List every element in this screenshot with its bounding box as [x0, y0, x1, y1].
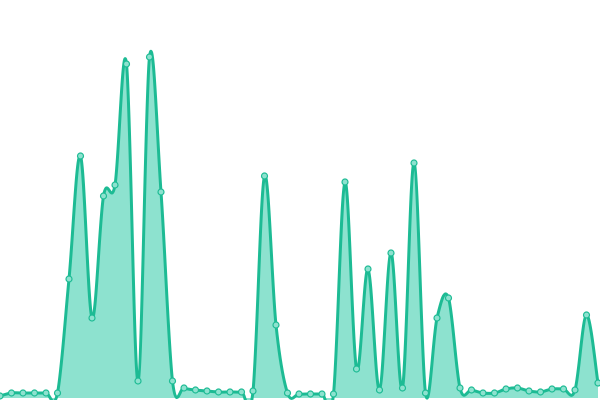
data-point	[168, 377, 177, 385]
data-point	[180, 384, 188, 392]
area-fill	[0, 51, 598, 400]
data-point	[582, 311, 591, 319]
data-point	[283, 389, 292, 397]
data-point	[559, 385, 568, 393]
data-point	[42, 389, 50, 397]
data-point	[571, 386, 579, 394]
data-point	[272, 321, 280, 329]
data-point	[536, 388, 545, 396]
data-point	[548, 385, 556, 393]
data-point	[398, 384, 407, 392]
data-point	[76, 152, 85, 160]
data-point	[444, 294, 453, 302]
data-point	[490, 389, 499, 397]
data-point	[467, 386, 476, 394]
data-point	[502, 385, 510, 393]
data-point	[111, 181, 119, 189]
data-point	[329, 390, 338, 398]
data-point	[306, 390, 315, 398]
data-point	[134, 377, 142, 385]
data-point	[88, 314, 96, 322]
data-point	[387, 249, 395, 257]
data-point	[19, 389, 27, 397]
data-point	[30, 389, 39, 397]
data-point	[53, 389, 62, 397]
data-point	[479, 389, 487, 397]
data-point	[318, 390, 326, 398]
data-point	[525, 387, 533, 395]
data-point	[260, 172, 269, 180]
data-point	[0, 392, 4, 400]
data-point	[145, 53, 154, 61]
data-point	[249, 387, 257, 395]
data-point	[341, 178, 349, 186]
data-point	[594, 379, 600, 387]
data-point	[214, 388, 223, 396]
data-point	[65, 275, 73, 283]
data-point	[352, 365, 361, 373]
data-point	[433, 314, 441, 322]
data-point	[99, 192, 108, 200]
data-point	[157, 188, 165, 196]
data-point	[421, 389, 430, 397]
data-point	[295, 390, 303, 398]
data-point	[122, 60, 131, 68]
data-point	[410, 159, 418, 167]
data-point	[226, 388, 234, 396]
data-point	[203, 387, 211, 395]
area-line	[0, 49, 600, 400]
data-point	[513, 384, 522, 392]
data-point	[191, 386, 200, 394]
data-point	[375, 386, 384, 394]
data-point	[7, 389, 16, 397]
data-point	[237, 388, 246, 396]
data-point	[456, 384, 464, 392]
data-point	[364, 265, 372, 273]
